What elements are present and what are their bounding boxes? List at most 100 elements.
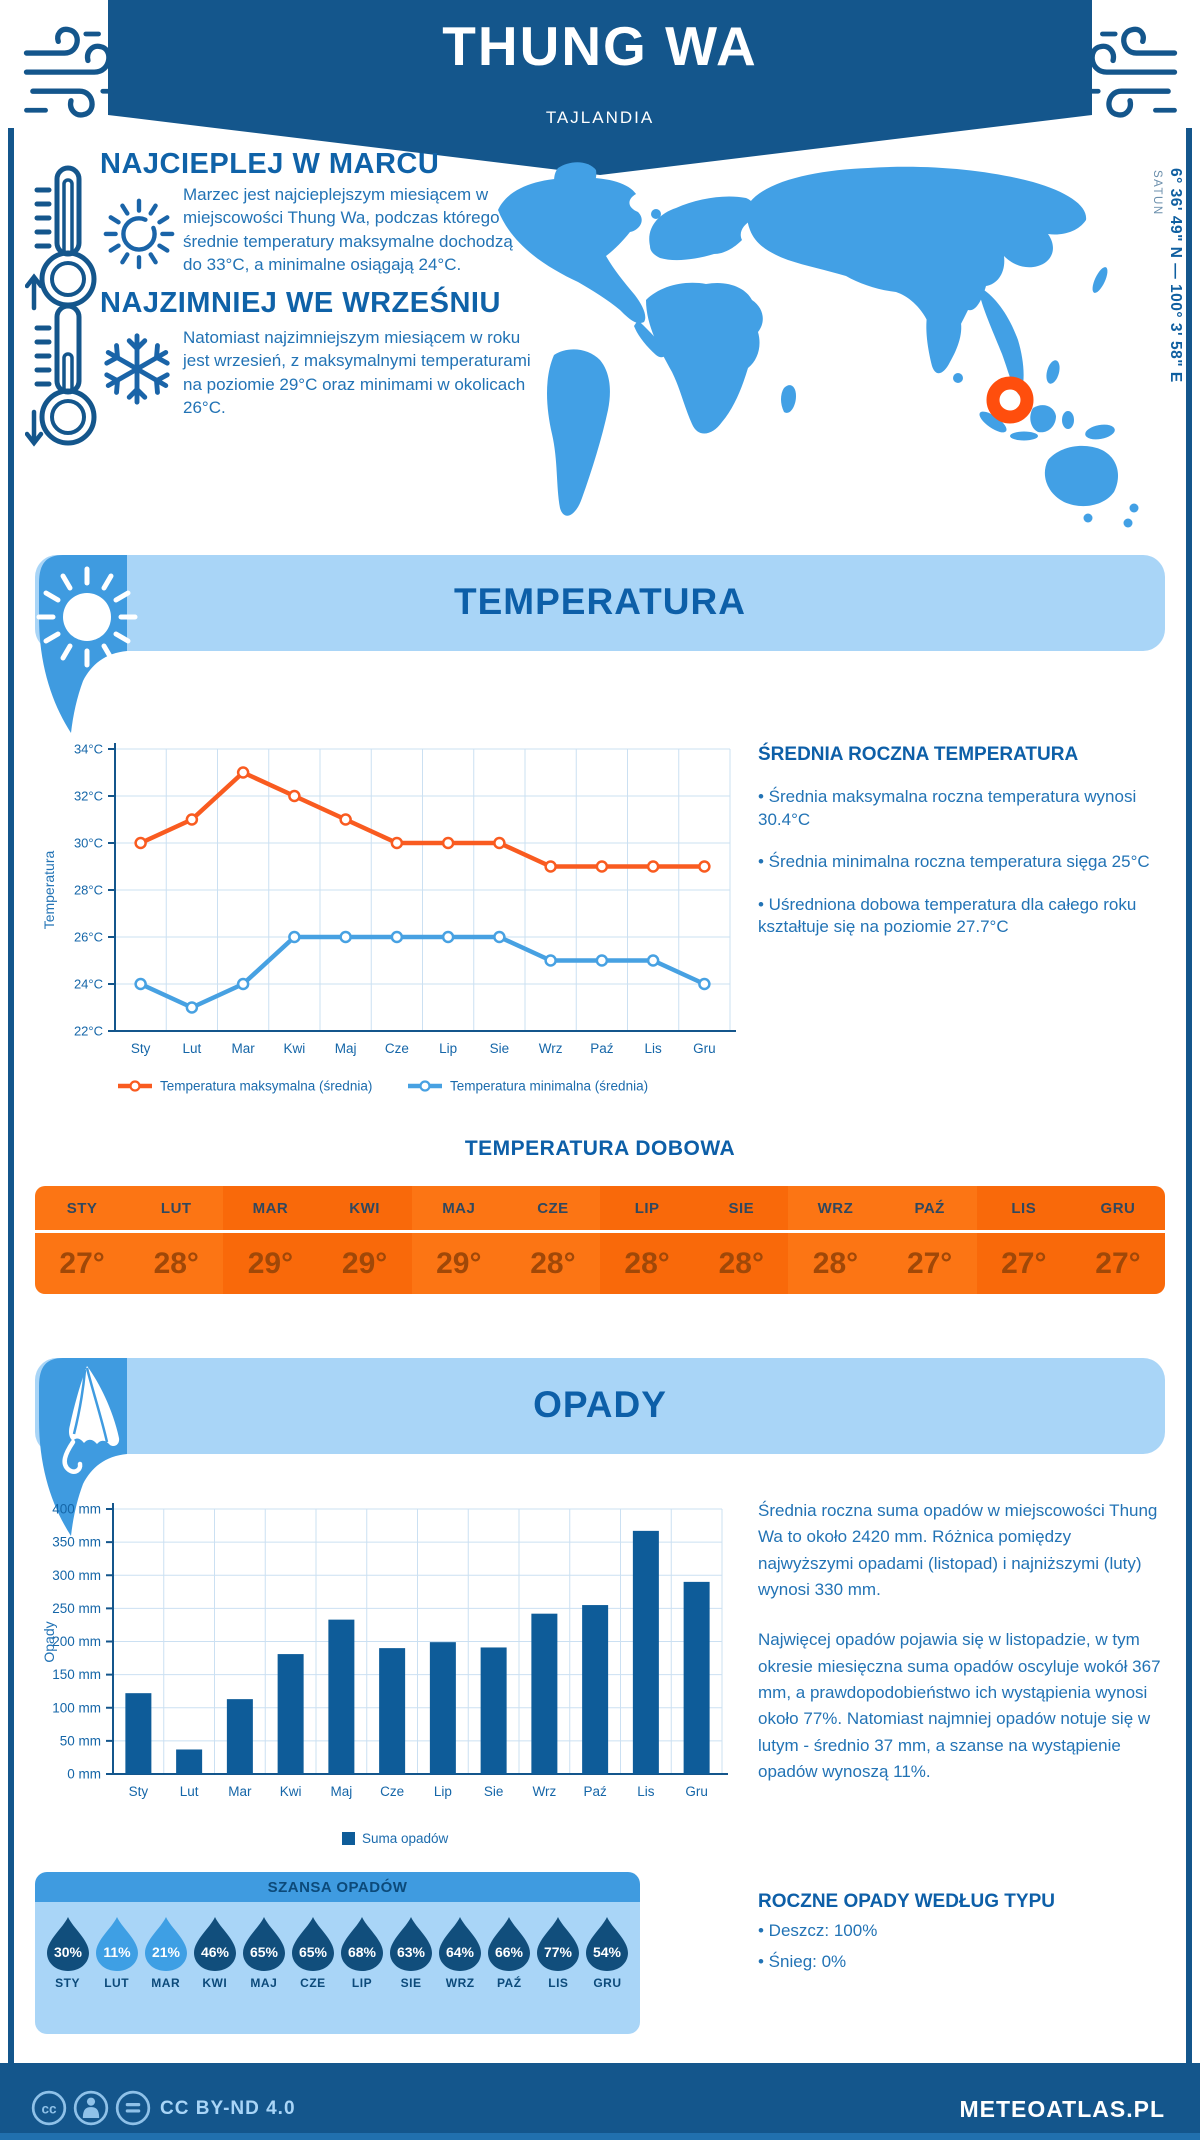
droplet-icon: 46% <box>193 1917 236 1971</box>
svg-text:28°C: 28°C <box>74 883 103 898</box>
droplet-month-label: KWI <box>202 1976 228 1990</box>
precipitation-paragraphs: Średnia roczna suma opadów w miejscowośc… <box>758 1498 1164 1809</box>
sun-banner-icon <box>36 555 138 733</box>
daily-temperature-column: GRU 27° <box>1070 1186 1165 1294</box>
sun-icon <box>103 198 175 270</box>
svg-text:54%: 54% <box>593 1944 622 1960</box>
svg-text:Paź: Paź <box>583 1784 607 1799</box>
rain-droplet: 54% GRU <box>583 1902 632 1990</box>
svg-text:0 mm: 0 mm <box>67 1767 101 1782</box>
precipitation-type-title: ROCZNE OPADY WEDŁUG TYPU <box>758 1891 1055 1912</box>
rain-droplet: 21% MAR <box>141 1902 190 1990</box>
page-border-right <box>1186 128 1192 2140</box>
svg-text:66%: 66% <box>495 1944 524 1960</box>
rain-droplet: 66% PAŹ <box>485 1902 534 1990</box>
wind-icon <box>1085 26 1178 118</box>
svg-text:Cze: Cze <box>385 1041 409 1056</box>
svg-text:30%: 30% <box>54 1944 83 1960</box>
precipitation-banner: OPADY <box>35 1358 1165 1454</box>
svg-text:cc: cc <box>41 2101 57 2116</box>
svg-text:Sty: Sty <box>131 1041 151 1056</box>
droplet-icon: 68% <box>341 1917 383 1971</box>
svg-text:64%: 64% <box>446 1944 475 1960</box>
daily-temperature-value: 29° <box>247 1246 294 1280</box>
svg-text:Sty: Sty <box>129 1784 149 1799</box>
svg-text:Lip: Lip <box>434 1784 452 1799</box>
svg-text:26°C: 26°C <box>74 930 103 945</box>
daily-month-label: LIP <box>634 1199 660 1217</box>
droplet-month-label: MAJ <box>250 1976 278 1990</box>
rain-droplet: 46% KWI <box>190 1902 239 1990</box>
daily-temperature-value: 27° <box>59 1246 105 1280</box>
svg-text:Temperatura minimalna (średnia: Temperatura minimalna (średnia) <box>450 1079 648 1094</box>
coldest-month-text: Natomiast najzimniejszym miesiącem w rok… <box>183 328 531 418</box>
table-separator <box>976 1230 1071 1233</box>
svg-text:65%: 65% <box>299 1944 328 1960</box>
svg-text:Maj: Maj <box>335 1041 357 1056</box>
geo-labels: 6° 36' 49" N — 100° 3' 58" E SATUN <box>1148 168 1184 468</box>
rain-droplet: 77% LIS <box>534 1902 583 1990</box>
svg-text:65%: 65% <box>250 1944 279 1960</box>
table-separator <box>223 1230 318 1233</box>
table-separator <box>788 1230 883 1233</box>
daily-temperature-value: 29° <box>436 1246 482 1280</box>
temperature-banner: TEMPERATURA <box>35 555 1165 651</box>
continents <box>498 162 1139 528</box>
footer-accent-strip <box>0 2133 1200 2140</box>
svg-text:Lip: Lip <box>439 1041 457 1056</box>
svg-text:150 mm: 150 mm <box>52 1667 101 1682</box>
wind-icon <box>23 26 116 118</box>
droplet-month-label: LIP <box>351 1976 373 1990</box>
daily-temperature-value: 28° <box>718 1246 764 1280</box>
svg-text:100 mm: 100 mm <box>52 1700 101 1715</box>
svg-text:77%: 77% <box>544 1944 573 1960</box>
daily-temperature-value: 28° <box>530 1246 576 1280</box>
svg-text:Temperatura: Temperatura <box>41 850 57 929</box>
svg-text:68%: 68% <box>348 1944 377 1960</box>
rain-droplet: 65% CZE <box>288 1902 337 1990</box>
precipitation-banner-title: OPADY <box>533 1384 667 1425</box>
svg-text:Cze: Cze <box>380 1784 404 1799</box>
svg-text:22°C: 22°C <box>74 1024 103 1039</box>
svg-text:50 mm: 50 mm <box>60 1733 101 1748</box>
rain-chance-panel: SZANSA OPADÓW 30% STY 11% LUT 21% MAR 46% KWI 65… <box>35 1872 640 2034</box>
rain-droplet: 64% WRZ <box>436 1902 485 1990</box>
svg-text:30°C: 30°C <box>74 836 103 851</box>
droplet-icon: 63% <box>390 1917 433 1971</box>
table-separator <box>411 1230 506 1233</box>
daily-temperature-column: MAR 29° <box>223 1186 318 1294</box>
svg-text:Paź: Paź <box>590 1041 614 1056</box>
daily-month-label: WRZ <box>817 1199 854 1217</box>
temperature-chart: 22°C 24°C 26°C 28°C 30°C 32°C 34°C Sty Lut Mar Kwi… <box>41 742 736 1094</box>
daily-month-label: MAR <box>252 1199 289 1217</box>
svg-text:Mar: Mar <box>232 1041 256 1056</box>
rain-chance-title: SZANSA OPADÓW <box>35 1872 640 1902</box>
droplet-month-label: STY <box>55 1976 80 1990</box>
svg-text:Wrz: Wrz <box>533 1784 557 1799</box>
svg-text:32°C: 32°C <box>74 789 103 804</box>
droplet-month-label: WRZ <box>445 1976 475 1990</box>
droplet-icon: 77% <box>537 1917 580 1971</box>
daily-month-label: MAJ <box>442 1199 476 1217</box>
daily-month-label: KWI <box>349 1199 380 1217</box>
svg-text:Gru: Gru <box>685 1784 708 1799</box>
daily-temperature-column: STY 27° <box>35 1186 130 1294</box>
daily-temperature-column: WRZ 28° <box>788 1186 883 1294</box>
svg-text:250 mm: 250 mm <box>52 1601 101 1616</box>
umbrella-icon <box>39 1358 127 1536</box>
daily-temperature-column: LUT 28° <box>129 1186 224 1294</box>
droplet-icon: 65% <box>291 1917 334 1971</box>
daily-month-label: GRU <box>1100 1199 1136 1217</box>
table-separator <box>1070 1230 1165 1233</box>
page-border-left <box>8 128 14 2140</box>
daily-temperature-column: LIS 27° <box>976 1186 1071 1294</box>
svg-text:21%: 21% <box>152 1944 181 1960</box>
droplet-icon: 65% <box>242 1917 285 1971</box>
droplet-icon: 21% <box>144 1917 187 1971</box>
svg-text:11%: 11% <box>103 1944 131 1960</box>
svg-text:46%: 46% <box>201 1944 230 1960</box>
daily-temperature-value: 27° <box>1001 1246 1047 1280</box>
droplet-month-label: LUT <box>104 1976 130 1990</box>
snowflake-icon <box>104 333 170 405</box>
precipitation-type-bullets: • Deszcz: 100% • Śnieg: 0% <box>758 1920 1162 1981</box>
